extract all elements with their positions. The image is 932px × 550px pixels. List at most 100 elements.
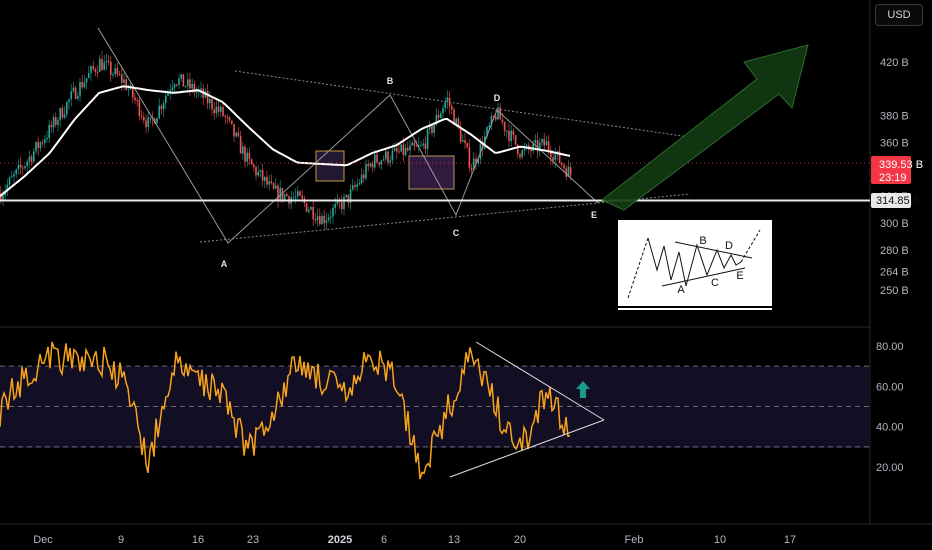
candle-body bbox=[389, 160, 391, 163]
candle-body bbox=[44, 139, 46, 144]
candle-body bbox=[396, 148, 398, 152]
candle-body bbox=[523, 148, 526, 151]
time-axis: Dec 9 16 23 2025 6 13 20 Feb 10 17 bbox=[33, 534, 796, 546]
candle-body bbox=[402, 144, 405, 156]
support-price-text: 314.85 B bbox=[876, 195, 920, 207]
candle-body bbox=[464, 140, 466, 144]
candle-body bbox=[26, 161, 28, 167]
candle-body bbox=[385, 151, 387, 160]
candle-body bbox=[517, 144, 519, 155]
candle-body bbox=[404, 147, 407, 156]
candle-body bbox=[2, 195, 4, 202]
candle-body bbox=[363, 174, 365, 179]
candle-body bbox=[8, 177, 11, 185]
candle-body bbox=[429, 125, 431, 130]
candle-body bbox=[222, 106, 224, 116]
time-tick-label: 16 bbox=[192, 534, 204, 546]
candle-body bbox=[477, 159, 479, 164]
candle-body bbox=[257, 171, 259, 176]
candle-body bbox=[92, 66, 94, 69]
candle-body bbox=[561, 162, 563, 165]
candle-body bbox=[127, 88, 130, 90]
candle-body bbox=[118, 74, 121, 76]
candle-body bbox=[547, 141, 550, 151]
candle-body bbox=[473, 158, 475, 171]
candle-body bbox=[24, 166, 26, 169]
candle-body bbox=[147, 117, 149, 127]
candle-body bbox=[162, 103, 165, 110]
inset-lead-line bbox=[627, 237, 649, 299]
candle-body bbox=[358, 183, 361, 185]
wave-label-d: D bbox=[494, 93, 501, 103]
time-tick-label: 23 bbox=[247, 534, 259, 546]
candle-body bbox=[116, 68, 119, 75]
candle-body bbox=[41, 142, 44, 144]
rsi-tick-label: 80.00 bbox=[876, 341, 904, 353]
candle-body bbox=[310, 206, 312, 210]
candle-body bbox=[426, 129, 429, 149]
moving-average-line bbox=[0, 85, 571, 197]
candle-body bbox=[380, 160, 383, 165]
time-tick-label: Feb bbox=[625, 534, 644, 546]
candle-body bbox=[136, 100, 138, 102]
candle-body bbox=[286, 194, 288, 197]
candle-body bbox=[165, 95, 167, 104]
candle-body bbox=[378, 162, 380, 165]
candle-body bbox=[422, 143, 424, 146]
price-tick-label: 300 B bbox=[880, 218, 909, 230]
time-tick-label: 2025 bbox=[328, 534, 352, 546]
candle-body bbox=[46, 137, 48, 140]
price-tick-label: 264 B bbox=[880, 266, 909, 278]
candle-body bbox=[305, 203, 308, 212]
candle-body bbox=[442, 108, 444, 114]
candle-body bbox=[534, 140, 537, 144]
candle-body bbox=[437, 114, 440, 118]
candle-body bbox=[433, 124, 435, 133]
candle-body bbox=[558, 151, 561, 163]
candle-body bbox=[444, 101, 446, 109]
candle-body bbox=[563, 164, 565, 169]
candle-body bbox=[79, 81, 81, 97]
candle-body bbox=[552, 157, 554, 161]
candle-body bbox=[400, 144, 402, 152]
candle-body bbox=[446, 97, 449, 102]
candle-body bbox=[330, 216, 332, 218]
wave-label-e: E bbox=[591, 210, 597, 220]
candle-body bbox=[6, 184, 9, 191]
candle-body bbox=[13, 174, 15, 177]
candle-body bbox=[459, 127, 462, 142]
candle-body bbox=[521, 150, 523, 158]
candle-body bbox=[492, 116, 495, 118]
candle-body bbox=[569, 166, 572, 176]
currency-selector[interactable]: USD bbox=[875, 4, 923, 26]
candle-body bbox=[334, 203, 336, 208]
candle-body bbox=[541, 139, 543, 143]
candle-body bbox=[259, 170, 262, 172]
price-tick-label: 380 B bbox=[880, 111, 909, 123]
price-tick-label: 280 B bbox=[880, 245, 909, 257]
candle-body bbox=[312, 206, 314, 220]
candle-body bbox=[468, 147, 471, 168]
candle-body bbox=[30, 156, 33, 162]
candle-body bbox=[217, 106, 220, 112]
candle-body bbox=[211, 98, 213, 110]
candle-body bbox=[497, 107, 499, 120]
inset-label-e: E bbox=[736, 270, 743, 282]
inset-upper-line bbox=[674, 241, 753, 259]
candle-body bbox=[169, 90, 171, 92]
pattern-inset: A B C D E bbox=[618, 220, 772, 310]
candle-body bbox=[99, 58, 101, 72]
candle-body bbox=[250, 159, 253, 165]
candle-body bbox=[101, 58, 103, 70]
rsi-axis: 80.00 60.00 40.00 20.00 bbox=[876, 341, 904, 474]
candle-body bbox=[48, 124, 50, 138]
countdown-text: 23:19 bbox=[879, 172, 907, 184]
candle-body bbox=[424, 143, 427, 149]
candle-body bbox=[508, 130, 510, 142]
time-tick-label: 6 bbox=[381, 534, 387, 546]
wave-path bbox=[97, 27, 599, 244]
candle-body bbox=[57, 120, 59, 125]
candle-body bbox=[180, 74, 182, 79]
wave-label-c: C bbox=[453, 228, 460, 238]
